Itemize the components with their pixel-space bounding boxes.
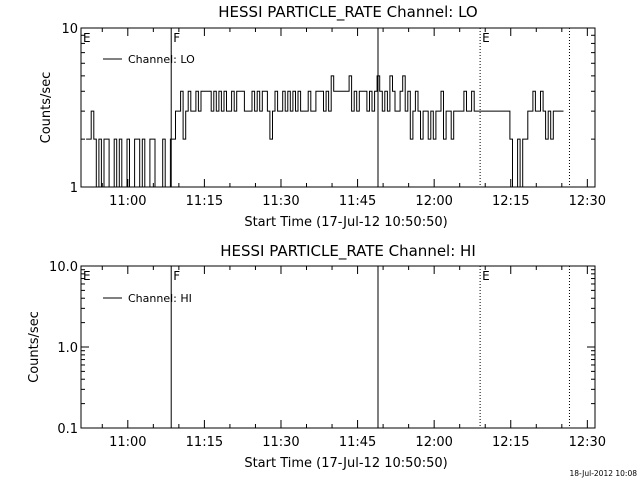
x-tick-label: 12:30 [569, 435, 606, 450]
panel-hi: HESSI PARTICLE_RATE Channel: HI Counts/s… [27, 242, 606, 471]
x-tick-label: 11:00 [109, 435, 146, 450]
event-marker-label: F [173, 269, 180, 283]
series-line-lo [86, 75, 564, 188]
event-marker-label: E [482, 269, 490, 283]
x-tick-label: 12:00 [415, 435, 452, 450]
y-ticks: 0.1 1.0 10.0 [49, 260, 595, 437]
x-ticks: 11:00 11:15 11:30 11:45 12:00 12:15 12:30 [101, 266, 606, 450]
legend: Channel: LO [103, 53, 195, 66]
x-tick-label: 12:15 [492, 435, 529, 450]
event-marker-label: E [83, 31, 91, 45]
event-marker-label: E [482, 31, 490, 45]
event-marker-label: F [173, 31, 180, 45]
x-tick-label: 12:15 [492, 194, 529, 209]
x-axis-label: Start Time (17-Jul-12 10:50:50) [244, 456, 447, 471]
x-tick-label: 11:45 [339, 194, 376, 209]
y-tick-label: 1 [70, 181, 78, 196]
legend: Channel: HI [103, 292, 192, 305]
x-ticks: 11:00 11:15 11:30 11:45 12:00 12:15 12:30 [101, 28, 606, 209]
plot-frame [80, 27, 596, 188]
x-tick-label: 11:30 [262, 435, 299, 450]
event-marker-label: E [83, 269, 91, 283]
x-tick-label: 11:00 [109, 194, 146, 209]
x-tick-label: 11:30 [262, 194, 299, 209]
y-tick-label: 1.0 [57, 341, 78, 356]
chart-title: HESSI PARTICLE_RATE Channel: LO [218, 3, 477, 22]
panel-lo: HESSI PARTICLE_RATE Channel: LO Counts/s… [39, 3, 606, 230]
x-tick-label: 12:30 [569, 194, 606, 209]
x-axis-label: Start Time (17-Jul-12 10:50:50) [244, 215, 447, 230]
plot-area [86, 75, 564, 188]
y-tick-label: 10 [61, 22, 78, 37]
legend-label: Channel: LO [128, 53, 195, 66]
chart-title: HESSI PARTICLE_RATE Channel: HI [220, 242, 476, 261]
x-tick-label: 11:15 [186, 194, 223, 209]
y-axis-label: Counts/sec [39, 72, 54, 144]
y-ticks: 1 10 [61, 22, 595, 196]
legend-label: Channel: HI [128, 292, 192, 305]
plot-frame [80, 265, 596, 429]
timestamp: 18-Jul-2012 10:08 [569, 469, 637, 478]
x-tick-label: 11:45 [339, 435, 376, 450]
y-axis-label: Counts/sec [27, 311, 42, 383]
x-tick-label: 11:15 [186, 435, 223, 450]
x-tick-label: 12:00 [415, 194, 452, 209]
y-tick-label: 0.1 [57, 422, 78, 437]
y-tick-label: 10.0 [49, 260, 78, 275]
